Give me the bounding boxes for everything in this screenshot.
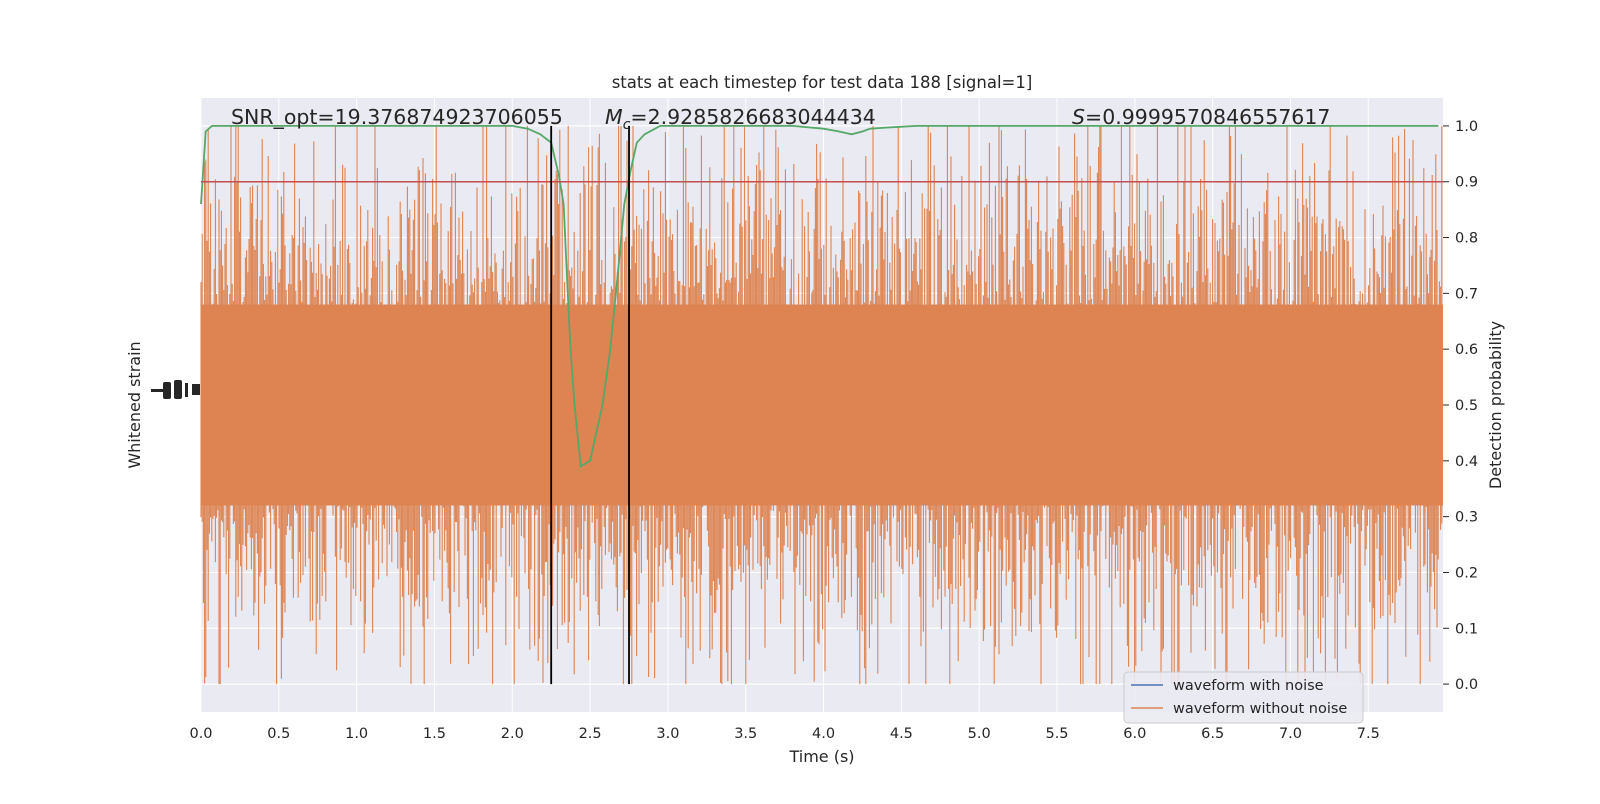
y-tick-label: 0.4: [1455, 454, 1478, 470]
x-tick-label: 7.5: [1357, 726, 1380, 742]
y-tick-label: 0.2: [1455, 565, 1478, 581]
x-tick-label: 4.5: [890, 726, 913, 742]
left-axis-overlapping-ticks: [151, 380, 200, 399]
x-tick-label: 5.0: [968, 726, 991, 742]
y-tick-label: 0.1: [1455, 621, 1478, 637]
y-tick-label: 0.6: [1455, 342, 1478, 358]
x-tick-label: 3.0: [656, 726, 679, 742]
strain-series-layer: [200, 125, 1443, 685]
tick-labels: 0.0 0.5 1.0 1.5 2.0 2.5 3.0 3.5 4.0 4.5 5.0 5.5 6.0 6…: [189, 119, 1478, 742]
snr-annotation: SNR_opt=19.376874923706055: [231, 105, 563, 130]
x-tick-label: 6.5: [1201, 726, 1224, 742]
x-axis-label: Time (s): [788, 747, 854, 766]
y-tick-label: 0.5: [1455, 398, 1478, 414]
strain-core-band: [201, 304, 1443, 506]
legend: waveform with noise waveform without noi…: [1123, 671, 1364, 724]
x-tick-label: 2.5: [579, 726, 602, 742]
y-tick-label: 1.0: [1455, 119, 1478, 135]
chirp-mass-annotation: Mc=2.9285826683044434: [605, 105, 876, 133]
x-tick-label: 0.5: [267, 726, 290, 742]
x-tick-label: 6.0: [1123, 726, 1146, 742]
legend-label-with-noise: waveform with noise: [1173, 678, 1324, 694]
x-tick-label: 1.0: [345, 726, 368, 742]
line-series-layer: [200, 125, 1443, 685]
chart-title: stats at each timestep for test data 188…: [612, 73, 1033, 92]
x-tick-label: 4.0: [812, 726, 835, 742]
y-tick-label: 0.9: [1455, 175, 1478, 191]
y-tick-label: 0.7: [1455, 286, 1478, 302]
detection-statistic-annotation: S=0.9999570846557617: [1072, 105, 1330, 129]
legend-label-without-noise: waveform without noise: [1173, 701, 1347, 717]
x-tick-label: 2.0: [501, 726, 524, 742]
x-tick-label: 3.5: [734, 726, 757, 742]
y-tick-label: 0.8: [1455, 231, 1478, 247]
y-axis-label-left: Whitened strain: [125, 341, 144, 468]
y-tick-label: 0.0: [1455, 677, 1478, 693]
x-tick-label: 0.0: [189, 726, 212, 742]
y-axis-label-right: Detection probability: [1486, 321, 1505, 489]
detection-probability-line: [200, 125, 1439, 468]
y-tick-label: 0.3: [1455, 510, 1478, 526]
x-tick-label: 7.0: [1279, 726, 1302, 742]
legend-box: [1123, 671, 1364, 724]
x-tick-label: 5.5: [1045, 726, 1068, 742]
x-tick-label: 1.5: [423, 726, 446, 742]
